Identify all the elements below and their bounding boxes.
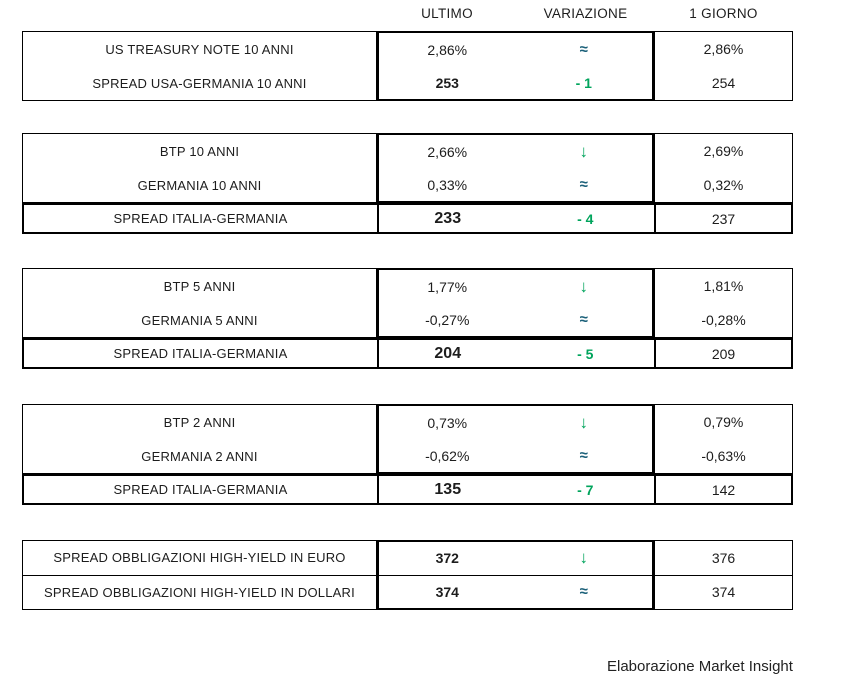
row-label: BTP 5 ANNI bbox=[163, 278, 236, 294]
ultimo-variazione-column: 2,66% ↓ 0,33% ≈ bbox=[377, 133, 654, 203]
label-column: SPREAD OBBLIGAZIONI HIGH-YIELD IN EURO S… bbox=[22, 540, 377, 610]
column-headers: ULTIMO VARIAZIONE 1 GIORNO bbox=[377, 6, 793, 21]
giorno-column: 376 374 bbox=[654, 540, 793, 610]
data-row: 2,86% ≈ bbox=[379, 33, 652, 66]
spread-row: SPREAD ITALIA-GERMANIA 233 - 4 237 bbox=[22, 203, 793, 234]
credit-text: Elaborazione Market Insight bbox=[607, 658, 793, 675]
arrow-down-icon: ↓ bbox=[579, 141, 589, 161]
label-column: US TREASURY NOTE 10 ANNI SPREAD USA-GERM… bbox=[22, 31, 377, 101]
arrow-down-icon: ↓ bbox=[579, 412, 589, 432]
data-row: -0,62% ≈ bbox=[379, 439, 652, 472]
arrow-down-icon: ↓ bbox=[579, 276, 589, 296]
variazione-value: - 1 bbox=[575, 74, 592, 91]
data-row: 253 - 1 bbox=[379, 66, 652, 99]
table-btp-5-anni: BTP 5 ANNI GERMANIA 5 ANNI 1,77% ↓ -0,27… bbox=[22, 268, 793, 369]
ultimo-value: 1,77% bbox=[427, 278, 468, 295]
giorno-value: 237 bbox=[711, 210, 736, 227]
data-row: -0,27% ≈ bbox=[379, 303, 652, 336]
data-row: 372 ↓ bbox=[379, 542, 652, 575]
approx-equal-icon: ≈ bbox=[579, 176, 588, 193]
spread-label: SPREAD ITALIA-GERMANIA bbox=[24, 205, 379, 232]
spread-label: SPREAD ITALIA-GERMANIA bbox=[24, 340, 379, 367]
approx-equal-icon: ≈ bbox=[579, 311, 588, 328]
giorno-value: 376 bbox=[711, 549, 736, 566]
giorno-column: 0,79% -0,63% bbox=[654, 404, 793, 474]
spread-row: SPREAD ITALIA-GERMANIA 135 - 7 142 bbox=[22, 474, 793, 505]
ultimo-value: 204 bbox=[434, 344, 462, 362]
approx-equal-icon: ≈ bbox=[579, 447, 588, 464]
table-body: US TREASURY NOTE 10 ANNI SPREAD USA-GERM… bbox=[22, 31, 793, 101]
data-row: 2,66% ↓ bbox=[379, 135, 652, 168]
table-us-treasury: US TREASURY NOTE 10 ANNI SPREAD USA-GERM… bbox=[22, 31, 793, 101]
table-high-yield: SPREAD OBBLIGAZIONI HIGH-YIELD IN EURO S… bbox=[22, 540, 793, 610]
variazione-value: - 4 bbox=[577, 210, 594, 227]
giorno-value: 2,86% bbox=[703, 41, 744, 57]
label-column: BTP 2 ANNI GERMANIA 2 ANNI bbox=[22, 404, 377, 474]
ultimo-value: 2,86% bbox=[427, 41, 468, 58]
table-body: SPREAD OBBLIGAZIONI HIGH-YIELD IN EURO S… bbox=[22, 540, 793, 610]
spread-data: 204 - 5 bbox=[379, 340, 656, 367]
ultimo-variazione-column: 372 ↓ 374 ≈ bbox=[377, 540, 654, 610]
ultimo-value: 0,33% bbox=[427, 176, 468, 193]
giorno-value: 1,81% bbox=[703, 278, 744, 294]
spread-data: 233 - 4 bbox=[379, 205, 656, 232]
row-label: SPREAD USA-GERMANIA 10 ANNI bbox=[92, 75, 307, 91]
col-header-variazione: VARIAZIONE bbox=[543, 6, 628, 21]
row-label: BTP 2 ANNI bbox=[163, 414, 236, 430]
table-btp-10-anni: BTP 10 ANNI GERMANIA 10 ANNI 2,66% ↓ 0,3… bbox=[22, 133, 793, 234]
ultimo-value: 374 bbox=[435, 583, 459, 600]
table-btp-2-anni: BTP 2 ANNI GERMANIA 2 ANNI 0,73% ↓ -0,62… bbox=[22, 404, 793, 505]
data-row: 1,77% ↓ bbox=[379, 270, 652, 303]
label-column: BTP 10 ANNI GERMANIA 10 ANNI bbox=[22, 133, 377, 203]
row-label: GERMANIA 5 ANNI bbox=[141, 312, 258, 328]
spread-label: SPREAD ITALIA-GERMANIA bbox=[24, 476, 379, 503]
data-row: 0,73% ↓ bbox=[379, 406, 652, 439]
spread-row: SPREAD ITALIA-GERMANIA 204 - 5 209 bbox=[22, 338, 793, 369]
ultimo-variazione-column: 1,77% ↓ -0,27% ≈ bbox=[377, 268, 654, 338]
ultimo-variazione-column: 0,73% ↓ -0,62% ≈ bbox=[377, 404, 654, 474]
giorno-value: -0,63% bbox=[701, 448, 746, 464]
ultimo-value: 253 bbox=[435, 74, 459, 91]
ultimo-variazione-column: 2,86% ≈ 253 - 1 bbox=[377, 31, 654, 101]
variazione-value: - 7 bbox=[577, 481, 594, 498]
row-label: GERMANIA 10 ANNI bbox=[137, 177, 262, 193]
giorno-value: 209 bbox=[711, 345, 736, 362]
giorno-value: 0,32% bbox=[703, 177, 744, 193]
giorno-value: 254 bbox=[711, 75, 736, 91]
ultimo-value: 372 bbox=[435, 550, 459, 567]
row-label: SPREAD OBBLIGAZIONI HIGH-YIELD IN DOLLAR… bbox=[23, 574, 376, 610]
row-label: US TREASURY NOTE 10 ANNI bbox=[105, 41, 294, 57]
table-body: BTP 2 ANNI GERMANIA 2 ANNI 0,73% ↓ -0,62… bbox=[22, 404, 793, 474]
arrow-down-icon: ↓ bbox=[579, 548, 589, 568]
ultimo-value: 2,66% bbox=[427, 143, 468, 160]
ultimo-value: -0,62% bbox=[425, 447, 470, 464]
row-label: BTP 10 ANNI bbox=[159, 143, 240, 159]
giorno-value: -0,28% bbox=[701, 312, 746, 328]
table-body: BTP 5 ANNI GERMANIA 5 ANNI 1,77% ↓ -0,27… bbox=[22, 268, 793, 338]
row-label: GERMANIA 2 ANNI bbox=[141, 448, 258, 464]
table-body: BTP 10 ANNI GERMANIA 10 ANNI 2,66% ↓ 0,3… bbox=[22, 133, 793, 203]
col-header-1giorno: 1 GIORNO bbox=[689, 6, 758, 21]
spread-data: 135 - 7 bbox=[379, 476, 656, 503]
data-row: 374 ≈ bbox=[379, 574, 652, 609]
giorno-value: 142 bbox=[711, 481, 736, 498]
giorno-column: 2,69% 0,32% bbox=[654, 133, 793, 203]
giorno-value: 2,69% bbox=[703, 143, 744, 159]
ultimo-value: -0,27% bbox=[425, 311, 470, 328]
data-row: 0,33% ≈ bbox=[379, 168, 652, 201]
ultimo-value: 0,73% bbox=[427, 414, 468, 431]
row-label: SPREAD OBBLIGAZIONI HIGH-YIELD IN EURO bbox=[53, 550, 346, 566]
ultimo-value: 233 bbox=[434, 209, 462, 227]
approx-equal-icon: ≈ bbox=[579, 583, 588, 601]
label-column: BTP 5 ANNI GERMANIA 5 ANNI bbox=[22, 268, 377, 338]
giorno-column: 1,81% -0,28% bbox=[654, 268, 793, 338]
col-header-ultimo: ULTIMO bbox=[421, 6, 473, 21]
variazione-value: - 5 bbox=[577, 345, 594, 362]
approx-equal-icon: ≈ bbox=[579, 41, 588, 58]
giorno-value: 374 bbox=[655, 574, 792, 610]
giorno-value: 0,79% bbox=[703, 414, 744, 430]
giorno-column: 2,86% 254 bbox=[654, 31, 793, 101]
ultimo-value: 135 bbox=[434, 480, 462, 498]
